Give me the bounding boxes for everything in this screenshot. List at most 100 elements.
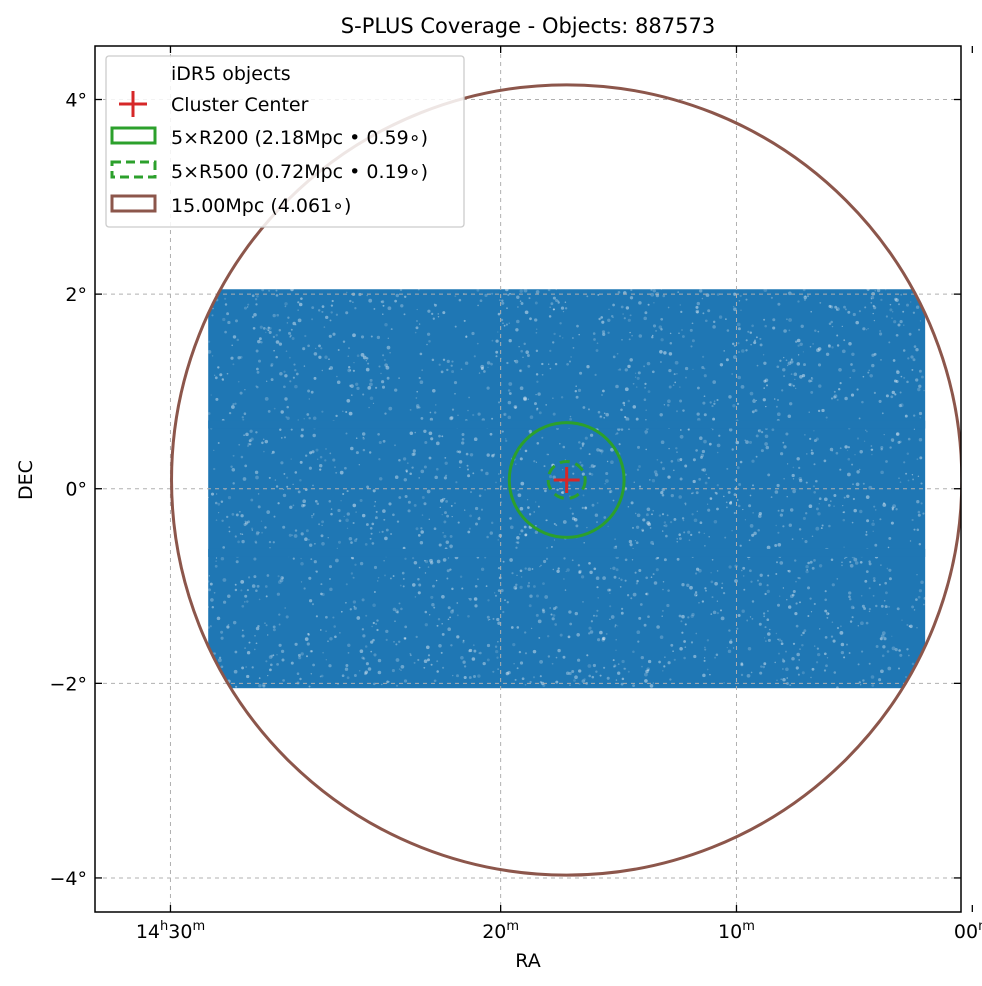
density-speckle: [238, 443, 241, 446]
density-speckle: [479, 299, 483, 303]
density-speckle: [692, 458, 696, 462]
density-speckle: [529, 415, 534, 419]
density-speckle: [620, 408, 623, 412]
density-speckle: [865, 430, 868, 433]
density-speckle: [779, 359, 782, 362]
density-speckle: [211, 314, 214, 317]
density-speckle: [836, 398, 839, 401]
density-speckle: [297, 301, 300, 304]
density-speckle: [430, 561, 434, 565]
density-speckle: [241, 634, 245, 638]
density-speckle: [286, 485, 289, 488]
density-speckle: [477, 412, 481, 416]
density-speckle: [847, 446, 850, 449]
density-speckle: [308, 416, 311, 420]
density-speckle: [349, 369, 352, 372]
density-speckle: [262, 684, 266, 688]
density-speckle: [473, 597, 478, 601]
density-speckle: [486, 386, 490, 390]
density-speckle: [312, 416, 317, 420]
density-speckle: [486, 615, 490, 619]
density-speckle: [764, 324, 767, 328]
density-speckle: [424, 610, 428, 614]
density-speckle: [667, 589, 670, 592]
density-speckle: [417, 591, 421, 595]
density-speckle: [353, 606, 357, 610]
density-speckle: [390, 328, 393, 331]
density-speckle: [367, 362, 370, 365]
density-speckle: [885, 460, 888, 463]
density-speckle: [828, 524, 831, 528]
legend-plus-icon: [119, 91, 147, 117]
density-speckle: [580, 575, 585, 579]
density-speckle: [614, 625, 616, 628]
density-speckle: [319, 675, 322, 678]
density-speckle: [612, 659, 615, 662]
density-speckle: [542, 610, 546, 614]
density-speckle: [286, 476, 289, 479]
density-speckle: [870, 301, 873, 304]
density-speckle: [766, 618, 770, 622]
density-speckle: [428, 340, 431, 343]
density-speckle: [364, 645, 368, 648]
density-speckle: [527, 581, 531, 585]
density-speckle: [776, 483, 780, 488]
density-speckle: [620, 578, 623, 581]
x-tick-label-part: 14: [136, 921, 160, 943]
density-speckle: [246, 651, 251, 655]
density-speckle: [403, 637, 407, 640]
density-speckle: [727, 649, 732, 654]
density-speckle: [275, 334, 278, 337]
cluster-center-marker: [553, 466, 580, 493]
density-speckle: [679, 304, 681, 306]
radius-circles: [170, 83, 961, 877]
density-speckle: [515, 541, 518, 544]
density-speckle: [745, 349, 748, 352]
density-speckle: [712, 380, 717, 384]
density-speckle: [892, 440, 894, 442]
density-speckle: [237, 540, 240, 544]
density-speckle: [723, 350, 725, 352]
density-speckle: [621, 338, 623, 341]
density-speckle: [861, 604, 865, 608]
density-speckle: [603, 666, 606, 669]
density-speckle: [559, 633, 563, 637]
density-speckle: [345, 432, 348, 435]
density-speckle: [672, 650, 674, 653]
density-speckle: [562, 310, 565, 313]
density-speckle: [679, 399, 683, 403]
density-speckle: [313, 560, 317, 564]
density-speckle: [442, 666, 445, 669]
density-speckle: [445, 540, 450, 544]
density-speckle: [534, 530, 539, 534]
density-speckle: [839, 382, 842, 385]
density-speckle: [662, 581, 665, 583]
density-speckle: [563, 557, 566, 560]
density-speckle: [464, 509, 466, 511]
density-speckle: [362, 355, 367, 360]
density-speckle: [450, 609, 454, 614]
density-speckle: [424, 560, 429, 564]
density-speckle: [622, 313, 624, 315]
density-speckle: [240, 455, 244, 459]
density-speckle: [813, 430, 815, 432]
density-speckle: [732, 305, 735, 308]
density-speckle: [264, 526, 267, 529]
density-speckle: [871, 522, 875, 527]
density-speckle: [443, 520, 447, 524]
density-speckle: [830, 305, 834, 309]
density-speckle: [248, 439, 252, 443]
density-speckle: [676, 410, 678, 413]
density-speckle: [807, 615, 810, 617]
density-speckle: [916, 500, 920, 504]
density-speckle: [460, 656, 464, 660]
density-speckle: [401, 571, 405, 575]
density-speckle: [894, 297, 898, 301]
density-speckle: [525, 350, 529, 354]
density-speckle: [597, 410, 601, 414]
density-speckle: [241, 604, 245, 608]
density-speckle: [524, 567, 527, 570]
density-speckle: [371, 542, 375, 545]
density-speckle: [894, 648, 898, 652]
y-tick-label: 2°: [65, 284, 87, 306]
